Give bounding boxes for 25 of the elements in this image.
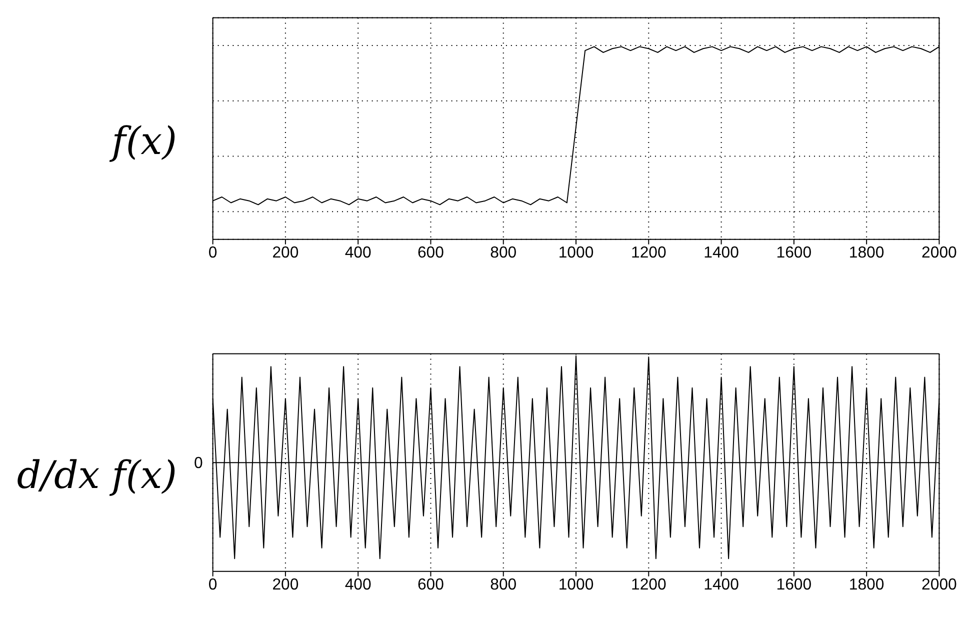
- x-tick-label: 1200: [630, 244, 666, 262]
- y-axis-title: d/dx f(x): [16, 453, 178, 497]
- x-tick-label: 400: [344, 576, 372, 594]
- x-tick-label: 600: [417, 244, 444, 262]
- x-tick-label: 400: [344, 244, 372, 262]
- x-tick-label: 1600: [776, 244, 812, 262]
- x-tick-label: 1200: [630, 576, 666, 594]
- x-tick-label: 1600: [776, 576, 812, 594]
- x-tick-label: 0: [208, 244, 218, 262]
- x-tick-label: 2000: [921, 244, 957, 262]
- x-tick-label: 0: [208, 576, 218, 594]
- x-tick-label: 1800: [848, 576, 884, 594]
- x-tick-label: 1400: [704, 244, 740, 262]
- x-tick-label: 1800: [848, 244, 884, 262]
- x-tick-label: 2000: [921, 576, 957, 594]
- x-tick-label: 600: [417, 576, 444, 594]
- x-tick-label: 200: [272, 576, 299, 594]
- x-tick-label: 1400: [704, 576, 740, 594]
- x-tick-label: 1000: [558, 244, 594, 262]
- x-tick-label: 200: [272, 244, 299, 262]
- x-tick-label: 1000: [558, 576, 594, 594]
- x-tick-label: 800: [490, 576, 517, 594]
- text: 0: [194, 455, 203, 472]
- y-axis-title: f(x): [108, 119, 178, 163]
- x-tick-label: 800: [490, 244, 517, 262]
